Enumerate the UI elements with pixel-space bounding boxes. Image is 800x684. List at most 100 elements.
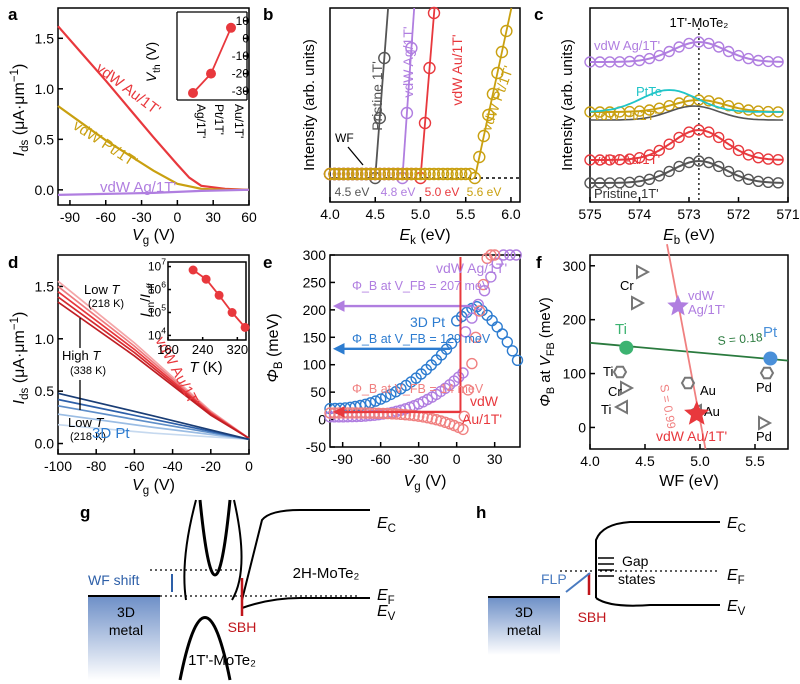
panel-f-ref-label-pd1: Pd — [756, 380, 772, 395]
panel-f-ref-pd1 — [759, 366, 775, 380]
panel-e-points-au — [381, 407, 394, 420]
panel-a-inset-point — [206, 68, 216, 79]
panel-f-xtick-label: 5.5 — [745, 453, 765, 469]
panel-e-points-au — [364, 407, 376, 419]
panel-a-inset-ylabel-tick: 0 — [242, 31, 249, 45]
panel-e-fb-label-1: Φ_B at V_FB = 129 meV — [352, 332, 491, 346]
panel-d-inset-ytick-label-part: 10 — [148, 283, 162, 297]
panel-b-points-3 — [328, 167, 341, 181]
panel-f-label-au: vdW Au/1T' — [656, 428, 727, 444]
panel-g-ec — [241, 509, 370, 601]
panel-d-annot-low2: Low T — [68, 415, 104, 430]
panel-e-points-au — [458, 410, 470, 422]
panel-c-letter: c — [534, 5, 543, 24]
panel-e-ylabel-part: B — [273, 361, 285, 369]
panel-e-points-pt — [506, 345, 519, 357]
panel-d-xtick-label: -40 — [162, 458, 182, 474]
panel-g-metal-block — [88, 596, 160, 680]
panel-e-ytick-label: 100 — [303, 357, 327, 373]
panel-d-ylabel-part: −1 — [9, 317, 21, 330]
panel-g-band-cond — [198, 499, 232, 577]
panel-c-points-3 — [703, 126, 715, 138]
panel-c-points-3 — [663, 138, 675, 150]
panel-d-ylabel-part: (μA·μm — [11, 330, 28, 388]
panel-d-inset-point — [227, 308, 237, 317]
panel-b-points-3 — [441, 167, 454, 181]
panel-g-wfshift: WF shift — [88, 572, 139, 588]
panel-e-xlabel-part: g — [414, 481, 420, 493]
panel-a-xtick-label: 0 — [173, 209, 181, 225]
panel-d-inset-ylabel-part: I — [137, 294, 153, 298]
panel-b-points-3 — [423, 167, 436, 181]
panel-b-points-3 — [373, 167, 386, 181]
panel-e-points-au — [473, 305, 486, 317]
panel-d-pt-2 — [57, 404, 250, 441]
panel-d-inset-ytick-label-part: 6 — [161, 280, 166, 290]
panel-d-inset-ytick-label-part: 10 — [148, 305, 162, 319]
panel-a-xlabel: Vg (V) — [132, 227, 175, 247]
panel-b-points-3 — [323, 167, 337, 181]
panel-d-xlabel: Vg (V) — [132, 477, 175, 497]
panel-e-points-pt — [369, 395, 382, 407]
panel-b-label-ag: vdW Ag/1T' — [400, 26, 416, 97]
panel-e-points-ag — [478, 285, 491, 297]
panel-e-points-au — [324, 407, 336, 419]
panel-d-annot-low2-part: Low — [68, 415, 95, 430]
panel-f-point-pt — [763, 351, 778, 366]
panel-c-points-3 — [722, 138, 735, 150]
panel-h-letter: h — [476, 503, 486, 522]
panel-b-xlabel: Ek (eV) — [399, 227, 450, 247]
panel-b-points-3 — [332, 167, 346, 181]
panel-d-xtick-label: -80 — [86, 458, 106, 474]
panel-e-ytick-label: 50 — [310, 384, 326, 400]
panel-b-letter: b — [263, 5, 273, 24]
panel-c-points-4 — [673, 160, 685, 173]
panel-a-series-0 — [57, 25, 250, 191]
panel-d-pt-4 — [57, 392, 250, 441]
panel-d-inset-ylabel-part: I — [137, 313, 153, 317]
panel-c-ylabel: Intensity (arb. units) — [559, 39, 576, 171]
panel-b-points-3 — [382, 167, 395, 181]
panel-e-points-au — [399, 409, 412, 421]
panel-e-points-ag — [491, 257, 503, 269]
panel-f-ref-label-au2: Au — [704, 404, 720, 419]
panel-b-wf: WF — [335, 131, 354, 145]
panel-c-xlabel-part: (eV) — [680, 227, 715, 244]
panel-g-ec-label: EC — [377, 515, 396, 535]
panel-a-inset-ylabel-part: th — [152, 64, 163, 72]
panel-e-xtick-label: 30 — [487, 451, 503, 467]
panel-a-inset-ylabel-part: V — [143, 71, 159, 82]
panel-d-inset-ylabel-part: / — [137, 298, 153, 302]
panel-c-xtick-label: 572 — [727, 206, 751, 222]
panel-b-frame — [329, 7, 521, 203]
panel-f-label-pt: Pt — [763, 324, 778, 341]
panel-b-points-3 — [364, 167, 377, 181]
panel-f-ylabel-part: Φ — [537, 394, 554, 407]
panel-g-2h-label: 2H-MoTe₂ — [293, 565, 360, 582]
panel-f-star-ag — [667, 294, 689, 316]
panel-f-ytick-label: 100 — [563, 366, 587, 382]
panel-h-ec-label-part: E — [727, 515, 738, 532]
panel-h-gap: Gap — [622, 553, 649, 569]
panel-b-xtick-label: 5.5 — [456, 206, 476, 222]
panel-g-ec-label-part: C — [388, 523, 396, 535]
panel-e-ytick-label: 0 — [318, 412, 326, 428]
panel-e-xtick-label: -90 — [333, 451, 353, 467]
panel-c-fit-2 — [590, 98, 784, 113]
panel-g-ec-label-part: E — [377, 515, 388, 532]
panel-d-annot-338: (338 K) — [70, 365, 106, 377]
panel-d-ylabel-part: ds — [19, 387, 31, 399]
panel-c-points-3 — [673, 131, 685, 144]
panel-d-au-4 — [57, 301, 250, 440]
panel-h-sbh: SBH — [578, 609, 607, 625]
panel-b-points-3 — [427, 167, 441, 181]
panel-d-inset-ytick-label: 104 — [148, 325, 166, 342]
panel-e-points-ag — [472, 298, 484, 311]
panel-a-ylabel-part: I — [11, 151, 28, 156]
panel-d-inset-frame — [167, 261, 247, 341]
panel-g-ef-label: EF — [377, 587, 395, 607]
panel-b-points-3 — [350, 167, 364, 181]
panel-d-annot-low1-part: T — [111, 282, 120, 297]
panel-d-inset-ylabel-part: on — [146, 302, 157, 313]
panel-b-points-3 — [378, 167, 391, 181]
